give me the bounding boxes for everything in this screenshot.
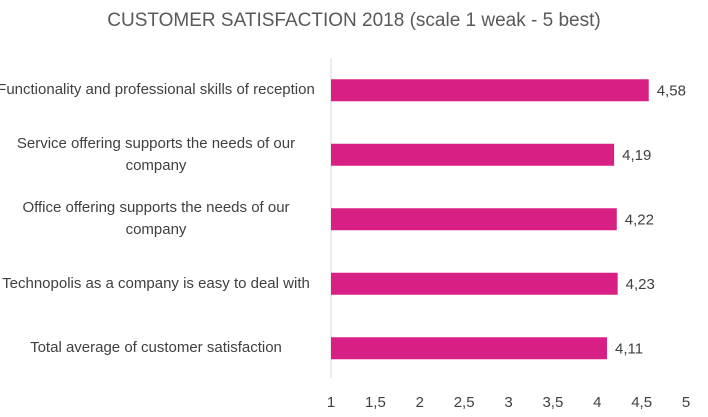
bar-4 xyxy=(331,337,608,360)
bar-1 xyxy=(331,143,615,166)
data-label-4: 4,11 xyxy=(615,340,643,357)
chart-title: CUSTOMER SATISFACTION 2018 (scale 1 weak… xyxy=(107,10,601,31)
bar-0 xyxy=(331,79,649,102)
x-tick-label-7: 4,5 xyxy=(631,394,652,411)
x-tick-label-2: 2 xyxy=(416,394,424,411)
data-label-0: 4,58 xyxy=(657,82,686,99)
x-tick-label-1: 1,5 xyxy=(365,394,386,411)
category-label-0: Functionality and professional skills of… xyxy=(0,81,315,99)
x-tick-label-3: 2,5 xyxy=(454,394,475,411)
bar-2 xyxy=(331,208,617,231)
x-tick-label-4: 3 xyxy=(504,394,512,411)
data-label-3: 4,23 xyxy=(626,276,655,293)
x-tick-label-6: 4 xyxy=(593,394,601,411)
x-tick-label-5: 3,5 xyxy=(542,394,563,411)
category-label-2: Office offering supports the needs of ou… xyxy=(22,199,290,239)
x-tick-label-8: 5 xyxy=(682,394,690,411)
category-label-1: Service offering supports the needs of o… xyxy=(16,134,296,174)
data-label-1: 4,19 xyxy=(622,147,651,164)
x-tick-label-0: 1 xyxy=(327,394,335,411)
category-label-4: Total average of customer satisfaction xyxy=(30,339,282,357)
data-label-2: 4,22 xyxy=(625,211,654,228)
category-label-3: Technopolis as a company is easy to deal… xyxy=(2,274,310,292)
bar-3 xyxy=(331,272,618,295)
